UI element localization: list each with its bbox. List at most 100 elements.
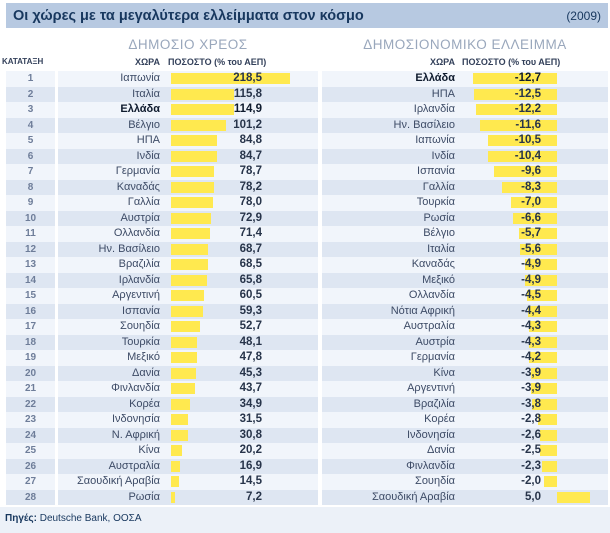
rank-number: 27	[24, 476, 37, 487]
debt-value: 14,5	[239, 475, 262, 487]
debt-country: Καναδάς	[116, 180, 160, 193]
debt-value: 71,4	[239, 227, 262, 239]
debt-value: 84,7	[239, 149, 262, 162]
deficit-value: -12,5	[514, 87, 541, 100]
debt-bar	[171, 166, 214, 177]
deficit-value: -4,9	[521, 258, 541, 270]
debt-value: 101,2	[233, 118, 262, 131]
rank-number: 15	[24, 290, 37, 301]
rank-number: 2	[27, 88, 34, 100]
rank-number: 23	[24, 414, 37, 425]
debt-country: Βέλγιο	[128, 118, 160, 131]
rank-number: 20	[24, 367, 37, 379]
rank-number: 4	[27, 119, 34, 131]
table-row: 12 Ην. Βασίλειο 68,7 Ιταλία -5,6	[0, 241, 610, 257]
deficit-value: -2,0	[521, 475, 541, 487]
rank-row-stripe	[6, 164, 55, 180]
right-row-stripe	[322, 117, 608, 133]
rank-row-stripe	[6, 133, 55, 149]
table-row: 16 Ισπανία 59,3 Νότια Αφρική -4,4	[0, 303, 610, 319]
debt-country: Αυστρία	[120, 211, 160, 224]
debt-bar	[171, 429, 188, 441]
deficit-value: -12,2	[514, 103, 541, 115]
debt-value: 84,8	[239, 134, 262, 146]
table-row: 7 Γερμανία 78,7 Ισπανία -9,6	[0, 164, 610, 180]
column-header-country-debt: ΧΩΡΑ	[134, 57, 160, 67]
debt-country: Γαλλία	[127, 196, 160, 208]
debt-country: Ν. Αφρική	[111, 428, 160, 441]
debt-value: 20,2	[239, 444, 262, 456]
debt-country: Κορέα	[129, 397, 160, 410]
table-row: 26 Αυστραλία 16,9 Φινλανδία -2,3	[0, 458, 610, 474]
rank-row-stripe	[6, 412, 55, 428]
table-row: 28 Ρωσία 7,2 Σαουδική Αραβία 5,0	[0, 489, 610, 505]
deficit-bar	[538, 414, 557, 425]
debt-bar	[171, 290, 204, 301]
deficit-country: Ιρλανδία	[413, 103, 455, 115]
deficit-country: Ινδία	[431, 149, 455, 162]
deficit-value: -5,7	[521, 227, 541, 239]
table-row: 9 Γαλλία 78,0 Τουρκία -7,0	[0, 195, 610, 211]
rank-number: 16	[24, 305, 37, 317]
deficit-bar	[487, 135, 557, 146]
rank-number: 13	[24, 259, 37, 270]
debt-bar	[171, 398, 190, 410]
rank-number: 6	[27, 150, 34, 162]
right-row-stripe	[322, 458, 608, 474]
right-row-stripe	[322, 412, 608, 428]
debt-value: 72,9	[239, 211, 262, 224]
debt-bar	[171, 150, 218, 162]
debt-value: 65,8	[239, 273, 262, 286]
deficit-country: Ινδονησία	[406, 428, 455, 441]
debt-country: Κίνα	[138, 444, 160, 456]
debt-bar	[171, 305, 204, 317]
debt-value: 78,2	[239, 180, 262, 193]
deficit-bar	[524, 259, 557, 270]
deficit-bar	[513, 212, 557, 224]
rank-number: 11	[25, 228, 36, 239]
deficit-country: Σουηδία	[415, 475, 455, 487]
table-row: 13 Βραζιλία 68,5 Καναδάς -4,9	[0, 257, 610, 273]
rank-row-stripe	[6, 381, 55, 397]
deficit-value: -4,5	[521, 289, 541, 301]
debt-bar	[171, 181, 214, 193]
debt-value: 16,9	[239, 459, 262, 472]
right-row-stripe	[322, 350, 608, 366]
deficit-value: -2,3	[521, 459, 541, 472]
debt-value: 78,7	[239, 165, 262, 177]
right-row-stripe	[322, 164, 608, 180]
debt-value: 31,5	[239, 413, 262, 425]
table-row: 10 Αυστρία 72,9 Ρωσία -6,6	[0, 210, 610, 226]
debt-country: Σαουδική Αραβία	[76, 475, 160, 487]
column-header-percent-debt: ΠΟΣΟΣΤΟ (% του ΑΕΠ)	[168, 57, 267, 67]
rank-row-stripe	[6, 489, 55, 505]
debt-value: 60,5	[239, 289, 262, 301]
debt-bar	[171, 414, 189, 425]
right-row-stripe	[322, 443, 608, 459]
right-row-stripe	[322, 257, 608, 273]
debt-bar	[171, 445, 182, 456]
debt-bar	[171, 352, 198, 363]
deficit-value: -2,5	[521, 444, 541, 456]
table-rows: 1 Ιαπωνία 218,5 Ελλάδα -12,7 2 Ιταλία 115,8 ΗΠΑ -…	[0, 71, 610, 505]
rank-number: 24	[24, 429, 37, 441]
debt-value: 52,7	[239, 320, 262, 332]
sources-text: Deutsche Bank, ΟΟΣΑ	[36, 513, 142, 524]
deficit-country: Βραζιλία	[413, 397, 455, 410]
deficit-country: Ελλάδα	[415, 72, 455, 84]
column-header-rank: ΚΑΤΑΤΑΞΗ	[2, 57, 44, 66]
deficit-value: -4,9	[521, 273, 541, 286]
debt-value: 114,9	[233, 103, 262, 115]
column-header-percent-deficit: ΠΟΣΟΣΤΟ (% του ΑΕΠ)	[462, 57, 561, 67]
deficit-value: -2,8	[521, 413, 541, 425]
debt-value: 30,8	[239, 428, 262, 441]
right-row-stripe	[322, 303, 608, 319]
deficit-value: -11,6	[515, 118, 541, 131]
deficit-country: Ολλανδία	[408, 289, 455, 301]
debt-country: Δανία	[131, 366, 160, 379]
rank-row-stripe	[6, 350, 55, 366]
rank-number: 14	[24, 274, 37, 286]
rank-row-stripe	[6, 334, 55, 350]
debt-country: Ινδονησία	[111, 413, 160, 425]
